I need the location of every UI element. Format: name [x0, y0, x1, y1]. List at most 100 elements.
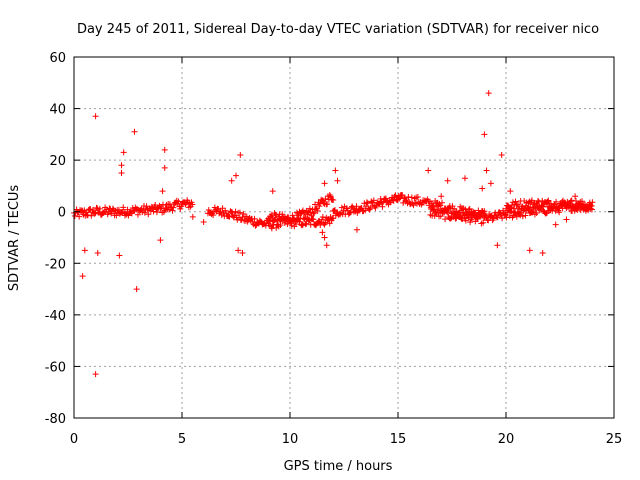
data-point	[526, 247, 533, 254]
data-point	[236, 209, 243, 216]
data-point	[289, 212, 296, 219]
data-point	[124, 206, 131, 213]
data-point	[579, 198, 586, 205]
data-point	[118, 162, 125, 169]
data-point	[405, 193, 412, 200]
data-point	[228, 177, 235, 184]
data-point	[368, 198, 375, 205]
data-point	[120, 149, 127, 156]
data-point	[153, 209, 160, 216]
data-point	[364, 200, 371, 207]
data-point	[461, 175, 468, 182]
data-point	[529, 204, 536, 211]
x-tick-labels: 0 5 10 15 20 25	[70, 432, 622, 447]
data-point	[517, 212, 524, 219]
data-point	[353, 203, 360, 210]
data-point	[229, 209, 236, 216]
data-point	[567, 198, 574, 205]
data-point	[266, 217, 273, 224]
data-point	[159, 188, 166, 195]
data-point	[461, 212, 468, 219]
data-point	[587, 205, 594, 212]
data-point	[91, 210, 98, 217]
data-point	[134, 211, 141, 218]
data-point	[346, 210, 353, 217]
data-point	[499, 215, 506, 222]
data-point	[468, 214, 475, 221]
data-point	[442, 216, 449, 223]
data-point	[503, 214, 510, 221]
data-point	[226, 213, 233, 220]
data-point	[120, 204, 127, 211]
data-point	[524, 204, 531, 211]
data-point	[178, 203, 185, 210]
x-tick-label: 20	[498, 432, 515, 447]
data-point	[382, 195, 389, 202]
tick-marks	[73, 56, 615, 419]
data-point	[314, 207, 321, 214]
data-point	[239, 249, 246, 256]
data-point	[439, 199, 446, 206]
data-point	[414, 194, 421, 201]
data-point	[290, 215, 297, 222]
x-tick-label: 15	[390, 432, 407, 447]
data-point	[370, 197, 377, 204]
chart-title: Day 245 of 2011, Sidereal Day-to-day VTE…	[77, 22, 599, 37]
data-point	[105, 209, 112, 216]
data-point	[392, 192, 399, 199]
data-point	[444, 209, 451, 216]
data-point	[490, 215, 497, 222]
data-point	[508, 204, 515, 211]
data-point	[189, 213, 196, 220]
data-point	[79, 273, 86, 280]
x-tick-label: 10	[282, 432, 299, 447]
x-axis-label: GPS time / hours	[284, 459, 393, 474]
data-point	[161, 164, 168, 171]
data-point	[175, 198, 182, 205]
data-point	[533, 210, 540, 217]
data-point	[528, 197, 535, 204]
data-point	[269, 188, 276, 195]
data-point	[330, 215, 337, 222]
data-point	[270, 218, 277, 225]
data-point	[210, 212, 217, 219]
data-point	[269, 215, 276, 222]
data-point	[293, 217, 300, 224]
data-point	[338, 204, 345, 211]
data-point	[330, 196, 337, 203]
data-point	[552, 221, 559, 228]
data-point	[527, 203, 534, 210]
data-point	[547, 200, 554, 207]
data-point	[494, 242, 501, 249]
data-point	[480, 219, 487, 226]
data-point	[572, 193, 579, 200]
data-point	[388, 194, 395, 201]
data-point	[353, 226, 360, 233]
data-point	[319, 214, 326, 221]
data-point	[499, 207, 506, 214]
data-point	[157, 205, 164, 212]
data-point	[425, 167, 432, 174]
data-point	[358, 205, 365, 212]
data-point	[507, 188, 514, 195]
data-point	[219, 205, 226, 212]
data-point	[318, 216, 325, 223]
data-point	[379, 203, 386, 210]
data-point	[310, 216, 317, 223]
data-point	[131, 128, 138, 135]
y-tick-label: 20	[49, 154, 66, 169]
data-point	[152, 201, 159, 208]
data-point	[92, 113, 99, 120]
data-point	[249, 219, 256, 226]
data-point	[494, 213, 501, 220]
data-point	[331, 207, 338, 214]
data-point	[568, 197, 575, 204]
data-point	[273, 212, 280, 219]
data-point	[326, 220, 333, 227]
y-tick-label: -40	[45, 309, 66, 324]
data-point	[233, 172, 239, 179]
data-point	[564, 198, 571, 205]
data-point	[303, 220, 310, 227]
data-point	[438, 193, 445, 200]
data-point	[444, 177, 451, 184]
